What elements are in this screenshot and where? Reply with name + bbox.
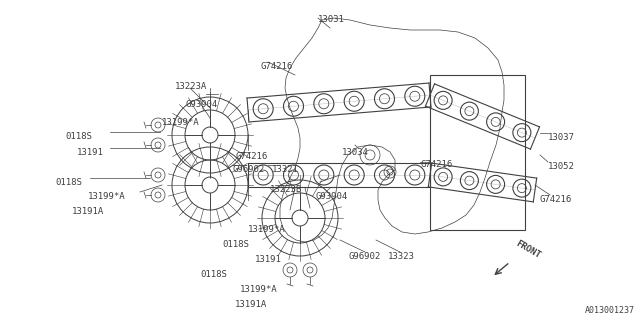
- Text: 0118S: 0118S: [200, 270, 227, 279]
- Text: 13199*A: 13199*A: [88, 192, 125, 201]
- Text: G93904: G93904: [315, 192, 348, 201]
- Text: 13191: 13191: [255, 255, 282, 264]
- Text: 13199*A: 13199*A: [240, 285, 278, 294]
- Text: FRONT: FRONT: [514, 239, 542, 260]
- Text: 13191: 13191: [77, 148, 104, 157]
- Text: G74216: G74216: [260, 62, 292, 71]
- Text: 13031: 13031: [318, 15, 345, 24]
- Bar: [430, 75, 525, 230]
- Text: 13191A: 13191A: [235, 300, 268, 309]
- Text: G96902: G96902: [348, 252, 380, 261]
- Text: 13199*A: 13199*A: [162, 118, 200, 127]
- Text: 13223A: 13223A: [175, 82, 207, 91]
- Text: 13323: 13323: [388, 252, 415, 261]
- Text: 0118S: 0118S: [222, 240, 249, 249]
- Text: 13037: 13037: [548, 133, 575, 142]
- Text: G74216: G74216: [235, 152, 268, 161]
- Text: 13191A: 13191A: [72, 207, 104, 216]
- Text: 13223B: 13223B: [270, 185, 302, 194]
- Text: G93904: G93904: [185, 100, 217, 109]
- Text: G96902: G96902: [232, 165, 264, 174]
- Text: 13052: 13052: [548, 162, 575, 171]
- Text: 13199*A: 13199*A: [248, 225, 285, 234]
- Text: A013001237: A013001237: [585, 306, 635, 315]
- Text: 13321: 13321: [272, 165, 299, 174]
- Text: 0118S: 0118S: [55, 178, 82, 187]
- Text: G74216: G74216: [420, 160, 452, 169]
- Text: G74216: G74216: [540, 195, 572, 204]
- Text: 0118S: 0118S: [65, 132, 92, 141]
- Text: 13034: 13034: [342, 148, 369, 157]
